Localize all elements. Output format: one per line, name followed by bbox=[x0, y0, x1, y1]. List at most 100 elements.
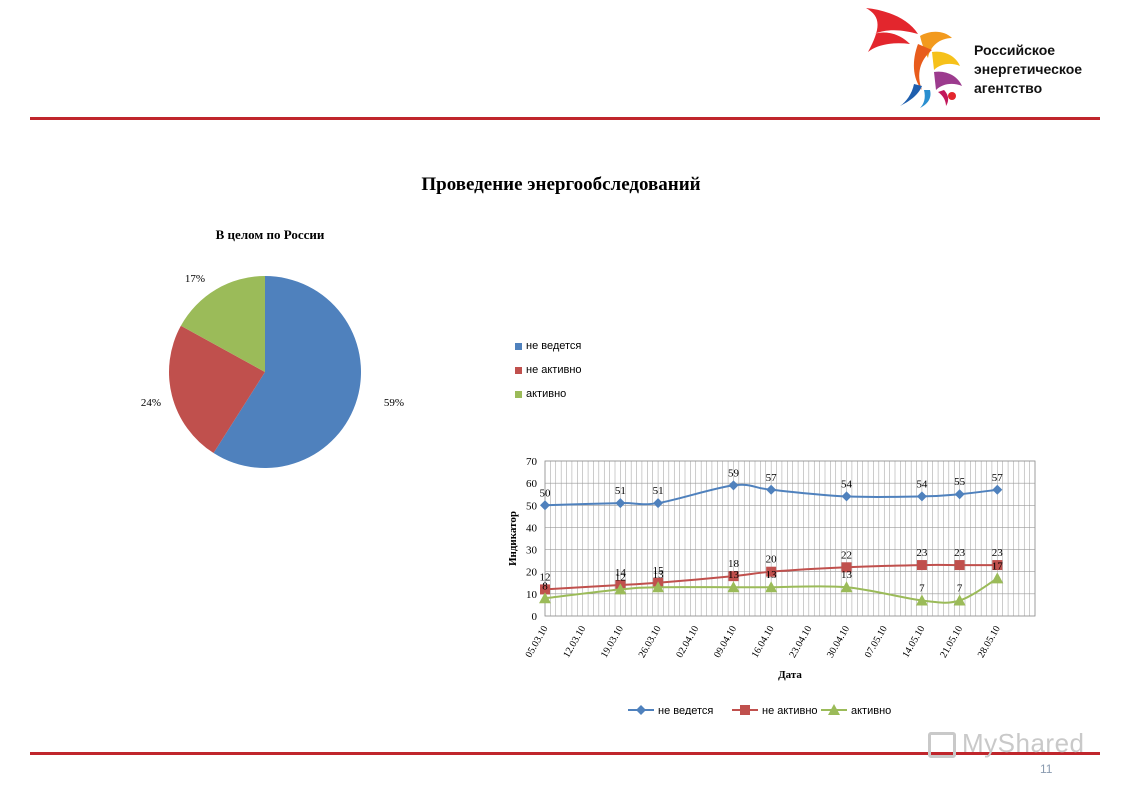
y-tick-label: 0 bbox=[532, 611, 538, 623]
pie-chart-title: В целом по России bbox=[215, 227, 325, 242]
header-divider bbox=[30, 117, 1100, 120]
y-axis-title: Индикатор bbox=[507, 511, 519, 566]
pie-legend-item: активно bbox=[515, 388, 566, 400]
y-tick-label: 20 bbox=[526, 567, 538, 579]
pie-value-label: 24% bbox=[141, 397, 161, 409]
pie-slice bbox=[180, 276, 265, 372]
data-label: 57 bbox=[766, 472, 778, 484]
legend-label: не ведется bbox=[658, 705, 713, 715]
data-point bbox=[954, 489, 965, 500]
pie-value-label: 59% bbox=[384, 397, 404, 409]
y-tick-label: 40 bbox=[526, 522, 538, 534]
data-label: 59 bbox=[728, 467, 740, 479]
data-label: 12 bbox=[615, 571, 626, 583]
legend-label: активно bbox=[851, 705, 891, 715]
x-axis-title: Дата bbox=[778, 669, 802, 681]
data-point bbox=[992, 484, 1003, 495]
data-point bbox=[953, 594, 966, 606]
data-point bbox=[539, 592, 551, 604]
data-label: 8 bbox=[542, 580, 548, 592]
data-point bbox=[652, 581, 665, 593]
pie-legend-item: не активно bbox=[515, 364, 582, 376]
pie-legend-item: не ведется bbox=[515, 340, 581, 352]
x-tick-label: 26.03.10 bbox=[637, 624, 664, 660]
data-label: 51 bbox=[653, 485, 664, 497]
data-point bbox=[740, 705, 750, 715]
x-tick-label: 16.04.10 bbox=[750, 624, 777, 660]
data-label: 13 bbox=[766, 569, 778, 581]
page-title: Проведение энергообследований bbox=[421, 174, 701, 195]
x-tick-label: 07.05.10 bbox=[863, 624, 890, 660]
data-point bbox=[615, 498, 626, 509]
pie-slice bbox=[169, 325, 265, 454]
pie-slice bbox=[213, 276, 361, 468]
legend-label: не активно bbox=[762, 705, 818, 715]
data-label: 13 bbox=[841, 569, 853, 581]
data-point bbox=[841, 562, 852, 573]
x-tick-label: 05.03.10 bbox=[524, 624, 551, 660]
agency-name: Российское энергетическое агентство bbox=[974, 41, 1082, 98]
data-label: 23 bbox=[916, 547, 928, 559]
watermark-text: MyShared bbox=[962, 728, 1085, 758]
presentation-icon bbox=[928, 732, 956, 759]
data-point bbox=[916, 491, 927, 502]
agency-name-line: агентство bbox=[974, 80, 1043, 96]
y-tick-label: 10 bbox=[526, 589, 538, 601]
data-label: 14 bbox=[615, 567, 627, 579]
x-tick-label: 02.04.10 bbox=[674, 624, 701, 660]
watermark: MyShared bbox=[928, 728, 1085, 759]
y-tick-label: 60 bbox=[526, 478, 538, 490]
pie-legend-swatch bbox=[515, 390, 522, 398]
data-point bbox=[636, 705, 646, 715]
data-label: 18 bbox=[728, 558, 740, 570]
data-label: 12 bbox=[540, 571, 551, 583]
data-point bbox=[540, 584, 550, 595]
data-point bbox=[915, 594, 928, 606]
data-point bbox=[954, 560, 965, 571]
data-label: 7 bbox=[957, 583, 963, 595]
data-point bbox=[840, 581, 853, 593]
data-label: 57 bbox=[992, 472, 1004, 484]
data-label: 50 bbox=[540, 487, 552, 499]
data-point bbox=[653, 498, 664, 509]
data-point bbox=[766, 484, 777, 495]
data-point bbox=[766, 566, 777, 577]
data-point bbox=[728, 480, 739, 491]
data-point bbox=[728, 571, 739, 582]
x-tick-label: 30.04.10 bbox=[825, 624, 852, 660]
x-tick-label: 28.05.10 bbox=[976, 624, 1003, 660]
pie-legend-label: активно bbox=[526, 388, 567, 400]
page-number: 11 bbox=[1040, 762, 1053, 776]
data-label: 23 bbox=[954, 547, 966, 559]
data-label: 13 bbox=[728, 569, 740, 581]
data-point bbox=[916, 560, 927, 571]
x-tick-label: 21.05.10 bbox=[938, 624, 965, 660]
data-point bbox=[727, 581, 740, 593]
data-point bbox=[765, 581, 778, 593]
y-tick-label: 30 bbox=[526, 545, 538, 557]
data-label: 55 bbox=[954, 476, 966, 488]
data-label: 54 bbox=[841, 478, 853, 490]
data-label: 15 bbox=[653, 565, 665, 577]
data-label: 20 bbox=[766, 554, 778, 566]
x-tick-label: 09.04.10 bbox=[712, 624, 739, 660]
pie-legend-swatch bbox=[515, 342, 522, 350]
agency-name-line: энергетическое bbox=[974, 61, 1083, 77]
data-label: 51 bbox=[615, 485, 626, 497]
data-point bbox=[992, 560, 1003, 571]
pie-legend-label: не ведется bbox=[526, 340, 582, 352]
data-point bbox=[828, 704, 840, 715]
data-point bbox=[991, 572, 1004, 584]
x-tick-label: 19.03.10 bbox=[599, 624, 626, 660]
x-tick-label: 23.04.10 bbox=[787, 624, 814, 660]
data-label: 54 bbox=[916, 478, 928, 490]
x-tick-label: 12.03.10 bbox=[561, 624, 588, 660]
agency-name-line: Российское bbox=[974, 42, 1056, 58]
data-point bbox=[841, 491, 852, 502]
data-point bbox=[540, 500, 550, 511]
pie-chart: 59% 24% 17% bbox=[141, 273, 404, 468]
data-point bbox=[614, 583, 627, 595]
pie-value-label: 17% bbox=[185, 273, 205, 285]
footer-divider bbox=[30, 752, 1100, 755]
